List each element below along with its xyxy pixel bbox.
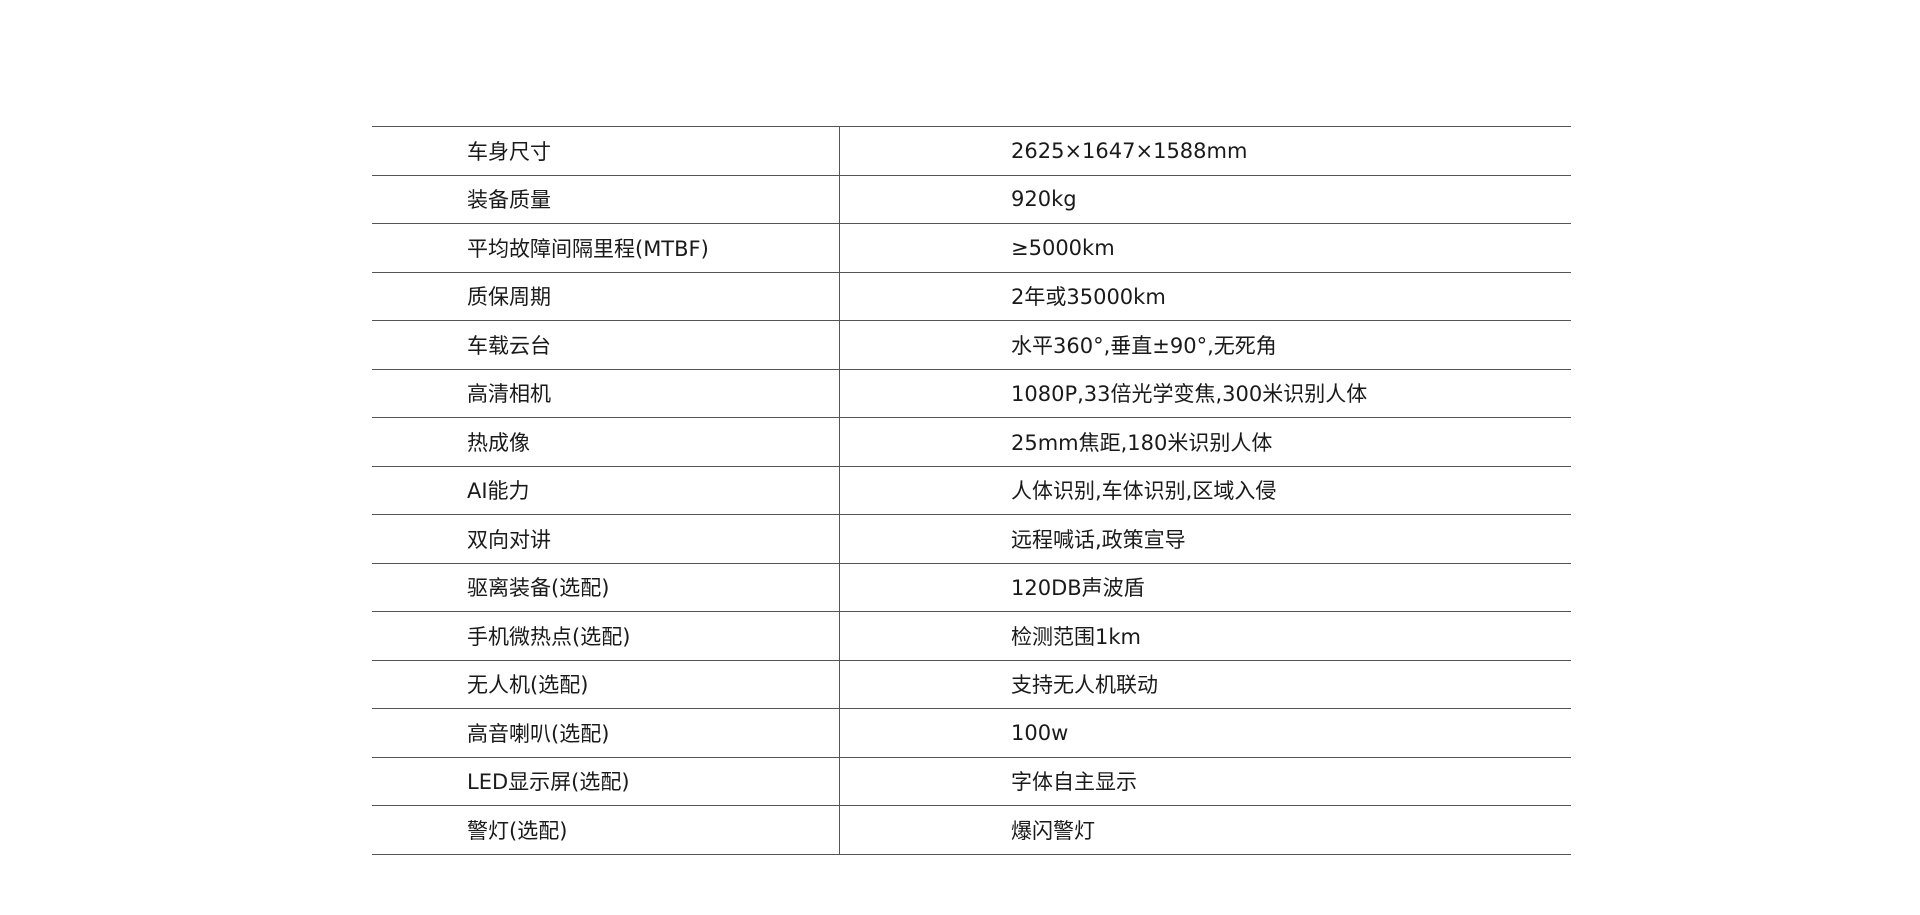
spec-value: 2625×1647×1588mm [839, 126, 1571, 176]
spec-value: 爆闪警灯 [839, 805, 1571, 855]
spec-label: 驱离装备(选配) [372, 562, 840, 612]
table-row: 车身尺寸 2625×1647×1588mm [372, 126, 1571, 176]
spec-label: 高清相机 [372, 368, 840, 418]
spec-label: 双向对讲 [372, 514, 840, 564]
spec-value: 1080P,33倍光学变焦,300米识别人体 [839, 368, 1571, 418]
table-row: 车载云台 水平360°,垂直±90°,无死角 [372, 320, 1571, 370]
spec-value: 人体识别,车体识别,区域入侵 [839, 465, 1571, 515]
spec-value: 字体自主显示 [839, 756, 1571, 806]
spec-label: 平均故障间隔里程(MTBF) [372, 223, 840, 273]
spec-label: LED显示屏(选配) [372, 756, 840, 806]
spec-label: AI能力 [372, 465, 840, 515]
table-row: LED显示屏(选配) 字体自主显示 [372, 756, 1571, 806]
table-row: 平均故障间隔里程(MTBF) ≥5000km [372, 223, 1571, 273]
spec-label: 车载云台 [372, 320, 840, 370]
table-row: 无人机(选配) 支持无人机联动 [372, 659, 1571, 709]
spec-value: ≥5000km [839, 223, 1571, 273]
table-row: 警灯(选配) 爆闪警灯 [372, 805, 1571, 855]
spec-value: 100w [839, 708, 1571, 758]
spec-value: 120DB声波盾 [839, 562, 1571, 612]
spec-label: 无人机(选配) [372, 659, 840, 709]
spec-label: 警灯(选配) [372, 805, 840, 855]
spec-label: 手机微热点(选配) [372, 611, 840, 661]
spec-table: 车身尺寸 2625×1647×1588mm 装备质量 920kg 平均故障间隔里程(MT… [372, 126, 1571, 855]
spec-label: 质保周期 [372, 271, 840, 321]
table-row: 热成像 25mm焦距,180米识别人体 [372, 417, 1571, 467]
spec-label: 车身尺寸 [372, 126, 840, 176]
table-row: 高音喇叭(选配) 100w [372, 708, 1571, 758]
spec-value: 水平360°,垂直±90°,无死角 [839, 320, 1571, 370]
spec-value: 920kg [839, 174, 1571, 224]
spec-value: 2年或35000km [839, 271, 1571, 321]
spec-value: 支持无人机联动 [839, 659, 1571, 709]
spec-value: 检测范围1km [839, 611, 1571, 661]
spec-label: 热成像 [372, 417, 840, 467]
spec-label: 高音喇叭(选配) [372, 708, 840, 758]
spec-label: 装备质量 [372, 174, 840, 224]
table-row: 双向对讲 远程喊话,政策宣导 [372, 514, 1571, 564]
table-row: 手机微热点(选配) 检测范围1km [372, 611, 1571, 661]
spec-value: 远程喊话,政策宣导 [839, 514, 1571, 564]
spec-value: 25mm焦距,180米识别人体 [839, 417, 1571, 467]
table-row: 装备质量 920kg [372, 174, 1571, 224]
table-row: 驱离装备(选配) 120DB声波盾 [372, 562, 1571, 612]
table-row: 质保周期 2年或35000km [372, 271, 1571, 321]
table-row: AI能力 人体识别,车体识别,区域入侵 [372, 465, 1571, 515]
table-row: 高清相机 1080P,33倍光学变焦,300米识别人体 [372, 368, 1571, 418]
